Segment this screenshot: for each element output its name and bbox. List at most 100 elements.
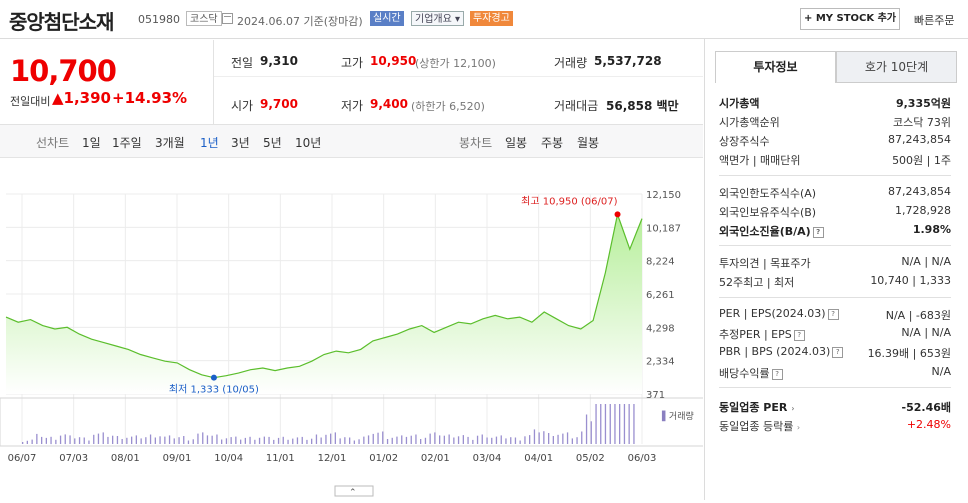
volume-bar xyxy=(168,435,171,444)
change-label: 전일대비 xyxy=(10,95,51,108)
chart-svg: 12,150 10,187 8,224 6,261 4,298 2,334 371 06/0… xyxy=(0,190,703,498)
volume-bar xyxy=(159,436,161,444)
par-label: 액면가 | 매매단위 xyxy=(719,154,801,167)
price-chart[interactable]: 12,150 10,187 8,224 6,261 4,298 2,334 371 06/0… xyxy=(0,158,703,500)
volume-bar xyxy=(59,435,62,444)
volume-bar xyxy=(344,437,346,444)
open-label: 시가 xyxy=(231,99,254,113)
per-label-text: PER | EPS(2024.03) xyxy=(719,307,826,320)
volume-bar xyxy=(491,437,493,444)
pbr-label-text: PBR | BPS (2024.03) xyxy=(719,345,831,358)
volume-bar xyxy=(420,439,422,444)
help-icon[interactable]: ? xyxy=(812,226,824,238)
candle-weekly[interactable]: 주봉 xyxy=(541,136,564,150)
volume-bar xyxy=(519,440,521,444)
volume-bar xyxy=(453,437,455,444)
help-icon[interactable]: ? xyxy=(771,368,783,380)
volume-bar xyxy=(457,436,460,444)
volume-bar xyxy=(391,437,393,444)
company-name: 중앙첨단소재 xyxy=(9,10,114,34)
volume-bar xyxy=(221,439,223,444)
volume-bar xyxy=(273,439,275,444)
market-cap-value: 9,335억원 xyxy=(895,97,951,110)
price-line xyxy=(5,212,643,379)
volume-bar xyxy=(481,434,483,444)
volume-bar xyxy=(619,404,621,444)
volume-bar xyxy=(367,435,370,444)
volume-bar xyxy=(510,437,512,444)
volume-bar xyxy=(581,431,583,444)
divider xyxy=(719,175,951,176)
collapse-chart-button[interactable] xyxy=(334,485,374,497)
help-icon[interactable]: ? xyxy=(793,329,805,341)
divider xyxy=(213,40,214,124)
foreign-hold-label: 외국인보유주식수(B) xyxy=(719,206,817,219)
volume-bar xyxy=(439,435,441,444)
volume-bar xyxy=(401,435,403,444)
volume-bar xyxy=(254,439,256,445)
date-value: 2024.06.07 xyxy=(237,15,300,28)
tab-orderbook[interactable]: 호가 10단계 xyxy=(836,51,957,83)
sector-per-label[interactable]: 동일업종 PER › xyxy=(719,399,795,415)
high-value: 10,950 xyxy=(370,54,417,68)
candle-daily[interactable]: 일봉 xyxy=(505,136,528,150)
period-5y[interactable]: 5년 xyxy=(263,136,282,150)
help-icon[interactable]: ? xyxy=(827,308,839,320)
volume-bar xyxy=(372,433,374,444)
x-tick-label: 07/03 xyxy=(59,453,88,464)
info-row: PBR | BPS (2024.03)? 16.39배 | 653원 xyxy=(719,345,951,363)
period-3y[interactable]: 3년 xyxy=(231,136,250,150)
period-1d[interactable]: 1일 xyxy=(82,136,101,150)
period-1y[interactable]: 1년 xyxy=(200,136,219,150)
candle-monthly[interactable]: 월봉 xyxy=(577,136,600,150)
period-1w[interactable]: 1주일 xyxy=(112,136,142,150)
help-icon[interactable]: ? xyxy=(832,346,844,358)
pbr-value: 16.39배 | 653원 xyxy=(867,347,951,360)
trade-amount-label: 거래대금 xyxy=(554,99,599,113)
volume-bar xyxy=(131,436,133,444)
tab-invest-info[interactable]: 투자정보 xyxy=(715,51,836,83)
volume-bar xyxy=(353,440,355,444)
sector-change-label[interactable]: 동일업종 등락률 › xyxy=(719,418,800,434)
high-label: 고가 xyxy=(341,56,364,70)
opinion-value: N/A | N/A xyxy=(901,255,951,268)
volume-bar xyxy=(566,432,569,444)
x-tick-label: 10/04 xyxy=(214,453,243,464)
volume-bar xyxy=(45,437,47,444)
volume-bar xyxy=(382,431,384,444)
volume-bar xyxy=(320,437,322,444)
x-tick-label: 06/07 xyxy=(8,453,37,464)
week52-label: 52주최고 | 최저 xyxy=(719,276,795,289)
volume-bar xyxy=(325,434,327,444)
volume-bar xyxy=(467,436,469,444)
y-tick-label: 12,150 xyxy=(646,190,681,201)
x-axis-ticks: 06/07 07/03 08/01 09/01 10/04 11/01 12/01 01/02… xyxy=(8,453,657,464)
foreign-ratio-label: 외국인소진율(B/A)? xyxy=(719,223,824,239)
add-mystock-button[interactable]: + MY STOCK 추가 xyxy=(800,8,900,30)
company-overview-button[interactable]: 기업개요 ▾ xyxy=(411,11,464,26)
period-3m[interactable]: 3개월 xyxy=(155,136,185,150)
chevron-right-icon: › xyxy=(791,404,795,413)
volume-bar xyxy=(562,433,564,444)
volume-bar xyxy=(197,433,199,444)
volume-bar xyxy=(476,435,479,444)
volume-bar xyxy=(315,434,318,444)
info-row: 시가총액순위 코스닥 73위 xyxy=(719,114,951,132)
chevron-up-icon: ⌃ xyxy=(349,488,357,498)
info-row: 동일업종 PER › -52.46배 xyxy=(719,399,951,417)
volume-bars xyxy=(22,404,635,445)
volume-bar xyxy=(41,436,43,444)
per-value: N/A | -683원 xyxy=(885,309,951,322)
info-row: 외국인보유주식수(B) 1,728,928 xyxy=(719,204,951,222)
warning-badge[interactable]: 투자경고 xyxy=(470,11,513,26)
max-label: 최고 10,950 (06/07) xyxy=(521,195,617,207)
upper-limit: (상한가 12,100) xyxy=(415,57,496,70)
volume-bar xyxy=(552,436,554,444)
market-badge: 코스닥 xyxy=(186,11,222,26)
divider xyxy=(330,76,703,77)
live-badge[interactable]: 실시간 xyxy=(370,11,404,26)
fast-order-button[interactable]: 빠른주문 xyxy=(914,14,955,27)
period-10y[interactable]: 10년 xyxy=(295,136,322,150)
volume-bar xyxy=(538,432,540,444)
dividend-value: N/A xyxy=(931,365,951,378)
